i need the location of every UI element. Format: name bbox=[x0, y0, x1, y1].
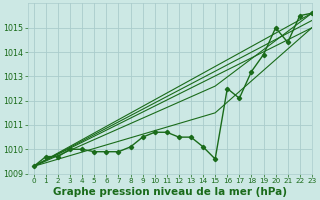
X-axis label: Graphe pression niveau de la mer (hPa): Graphe pression niveau de la mer (hPa) bbox=[53, 187, 287, 197]
